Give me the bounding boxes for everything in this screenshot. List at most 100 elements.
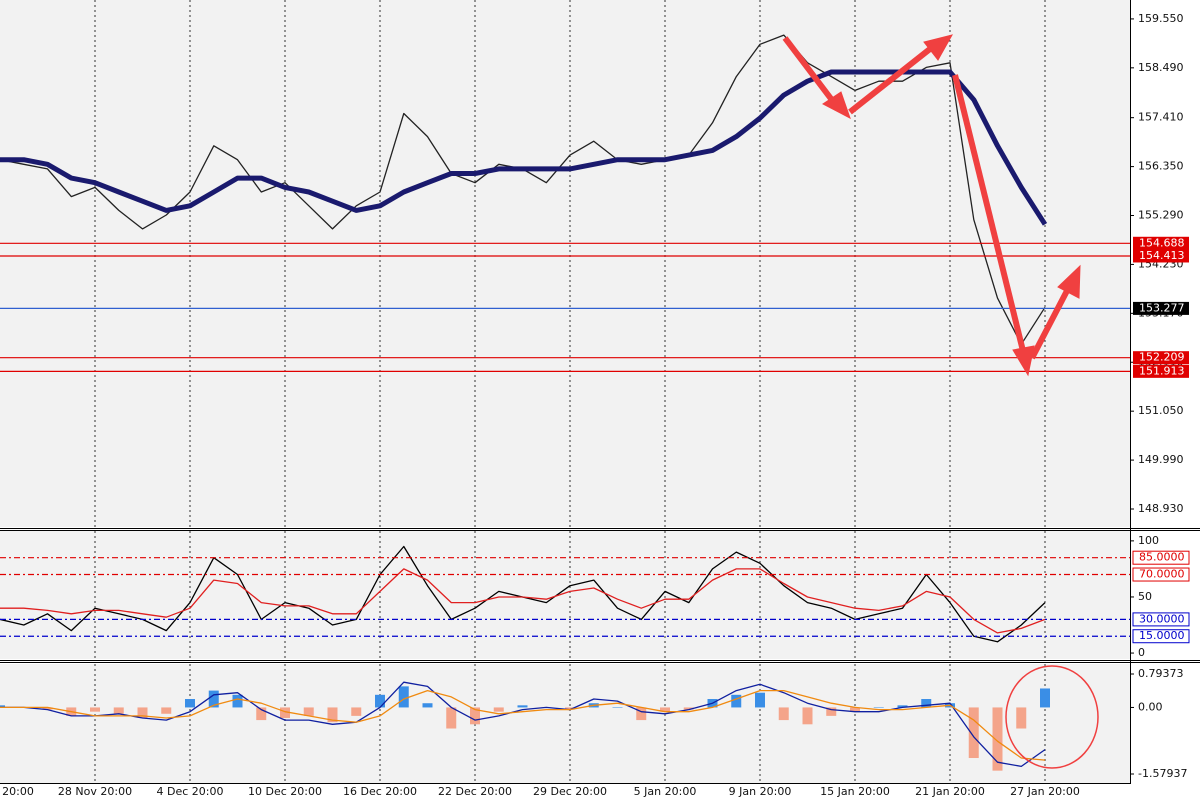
histogram-bar [992, 707, 1003, 771]
y-tick-label: 0.79373 [1138, 667, 1184, 680]
histogram-bar [208, 690, 219, 708]
y-tick-label: 0 [1138, 646, 1145, 659]
histogram-bar [493, 707, 504, 712]
arrow [782, 36, 841, 110]
series-line [0, 568, 1046, 634]
level-box [1132, 612, 1190, 627]
histogram-bar [90, 707, 100, 712]
y-tick-label: 148.930 [1138, 502, 1184, 515]
arrow [848, 42, 937, 115]
histogram-bar [327, 707, 338, 723]
level-box [1132, 629, 1190, 644]
y-tick-label: 157.410 [1138, 111, 1184, 124]
y-tick-label: 0.00 [1138, 700, 1163, 713]
histogram-bar [1016, 707, 1027, 729]
histogram-bar [446, 707, 457, 729]
histogram-bar [0, 705, 5, 708]
histogram-bar [565, 707, 575, 710]
series-line [0, 69, 1048, 226]
arrow-head [1012, 345, 1035, 377]
arrow-head [923, 34, 954, 61]
y-tick-label: 50 [1138, 590, 1152, 603]
y-tick-label: -1.57937 [1138, 767, 1187, 780]
level-label: 151.913 [1139, 364, 1185, 377]
level-box [1132, 567, 1190, 582]
histogram-bar [161, 707, 172, 714]
level-label: 153.277 [1139, 301, 1185, 314]
annotations [782, 34, 1099, 769]
highlight-circle [1005, 665, 1099, 769]
histogram-bar [921, 699, 932, 708]
oscillator-panel [0, 531, 1130, 659]
x-tick-label: 21 Jan 20:00 [915, 785, 985, 798]
level-box [1133, 364, 1189, 378]
arrow [952, 74, 1027, 356]
macd-panel [0, 664, 1130, 783]
y-tick-label: 100 [1138, 534, 1159, 547]
histogram-bar [850, 707, 860, 712]
histogram-bar [802, 707, 813, 725]
level-label: 30.0000 [1139, 612, 1185, 625]
x-tick-label: 16 Dec 20:00 [343, 785, 417, 798]
level-box [1132, 550, 1190, 565]
arrow [1029, 283, 1073, 360]
histogram-bar [470, 707, 480, 725]
series-line [0, 689, 1046, 761]
histogram-bar [660, 707, 670, 712]
histogram-bar [422, 703, 433, 708]
histogram-bar [612, 707, 623, 708]
histogram-bar [517, 705, 528, 708]
histogram-bar [636, 707, 647, 721]
x-tick-label: 27 Jan 20:00 [1010, 785, 1080, 798]
y-tick-label: 159.550 [1138, 12, 1184, 25]
histogram-bar [1040, 688, 1050, 708]
x-tick-label: 28 Nov 20:00 [58, 785, 132, 798]
y-tick-label: 151.050 [1138, 404, 1184, 417]
x-tick-label: 4 Dec 20:00 [157, 785, 224, 798]
y-tick-label: 149.990 [1138, 453, 1184, 466]
y-tick-label: 156.350 [1138, 160, 1184, 173]
histogram-bar [826, 707, 837, 716]
level-box [1133, 351, 1189, 365]
histogram-bar [232, 694, 243, 708]
histogram-bar [755, 692, 765, 708]
histogram-bar [351, 707, 362, 716]
x-tick-label: 15 Jan 20:00 [820, 785, 890, 798]
level-box [1133, 236, 1189, 250]
level-box [1133, 249, 1189, 263]
x-tick-label: 22 Dec 20:00 [438, 785, 512, 798]
x-tick-label: 29 Dec 20:00 [533, 785, 607, 798]
level-label: 15.0000 [1139, 629, 1185, 642]
level-box [1133, 301, 1189, 315]
histogram-bar [968, 707, 979, 759]
histogram-bar [280, 707, 290, 718]
histogram-bar [303, 707, 314, 716]
y-tick-label: 158.490 [1138, 61, 1184, 74]
arrow-head [822, 91, 851, 120]
histogram-bar [185, 699, 195, 708]
level-label: 154.413 [1139, 249, 1185, 262]
arrow-head [1057, 264, 1081, 299]
histogram-bar [683, 707, 694, 710]
y-tick-label: 155.290 [1138, 209, 1184, 222]
histogram-bar [873, 707, 884, 708]
histogram-bar [256, 707, 267, 721]
histogram-bar [42, 707, 53, 710]
level-label: 85.0000 [1139, 551, 1185, 564]
histogram-bar [375, 694, 385, 708]
histogram-bar [113, 707, 124, 714]
x-tick-label: 10 Dec 20:00 [248, 785, 322, 798]
histogram-bar [398, 686, 409, 708]
histogram-bar [778, 707, 789, 721]
x-tick-label: 20:00 [2, 785, 34, 798]
level-label: 152.209 [1139, 351, 1185, 364]
histogram-bar [731, 694, 742, 708]
level-label: 154.688 [1139, 236, 1185, 249]
x-tick-label: 5 Jan 20:00 [634, 785, 697, 798]
x-tick-label: 9 Jan 20:00 [729, 785, 792, 798]
main-panel [0, 0, 1130, 527]
histogram-bar [897, 705, 908, 708]
